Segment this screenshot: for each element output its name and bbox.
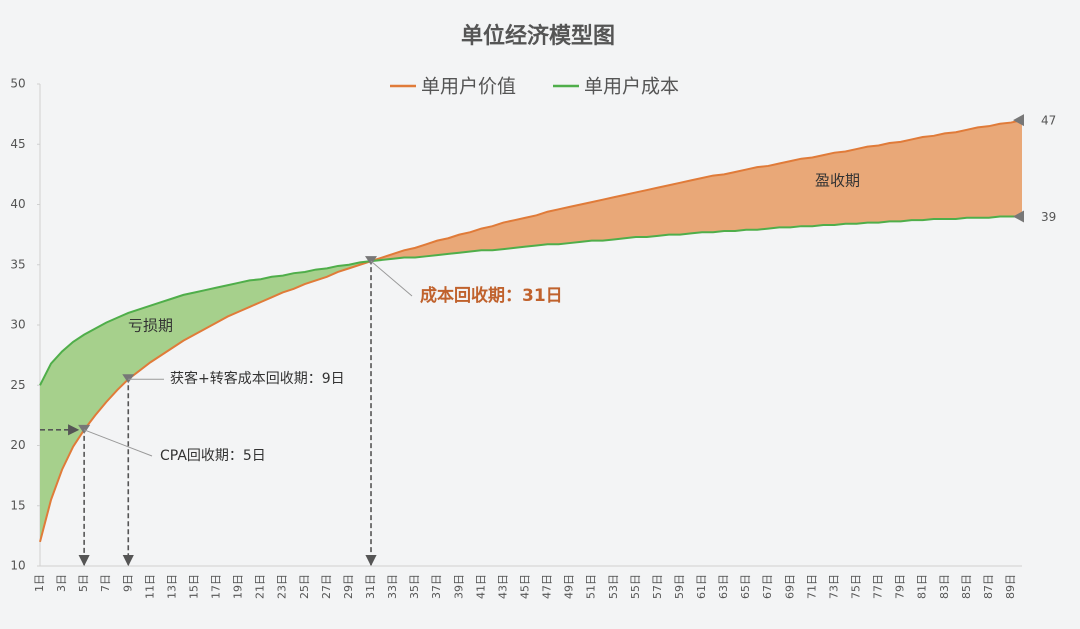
y-tick-label: 20 <box>10 438 25 452</box>
y-tick-label: 35 <box>10 257 25 271</box>
x-tick-label: 29日 <box>342 574 355 599</box>
series-line <box>39 119 1023 543</box>
annotation: 获客+转客成本回收期：9日 <box>170 370 345 387</box>
x-tick-label: 85日 <box>960 574 973 599</box>
x-tick-label: 81日 <box>916 574 929 599</box>
y-tick-label: 15 <box>10 498 25 512</box>
point-marker <box>78 424 91 434</box>
y-tick-label: 25 <box>10 378 25 392</box>
x-tick-label: 31日 <box>364 574 377 599</box>
x-tick-label: 57日 <box>651 574 664 599</box>
y-tick-label: 40 <box>10 197 25 211</box>
y-tick-label: 10 <box>10 559 25 573</box>
x-tick-label: 53日 <box>607 574 620 599</box>
x-tick-label: 43日 <box>496 574 509 599</box>
profit-area <box>371 120 1022 262</box>
x-tick-label: 59日 <box>673 574 686 599</box>
x-tick-label: 47日 <box>541 574 554 599</box>
x-tick-label: 39日 <box>452 574 465 599</box>
x-tick-label: 61日 <box>695 574 708 599</box>
x-tick-label: 89日 <box>1004 574 1017 599</box>
x-tick-label: 79日 <box>894 574 907 599</box>
x-tick-label: 1日 <box>33 574 46 592</box>
x-tick-label: 63日 <box>717 574 730 599</box>
x-tick-label: 41日 <box>474 574 487 599</box>
end-marker <box>1013 114 1024 127</box>
x-tick-label: 5日 <box>77 574 90 592</box>
x-tick-label: 75日 <box>849 574 862 599</box>
x-tick-label: 87日 <box>982 574 995 599</box>
x-tick-label: 35日 <box>408 574 421 599</box>
x-tick-label: 65日 <box>739 574 752 599</box>
x-tick-label: 7日 <box>99 574 112 592</box>
x-tick-label: 67日 <box>761 574 774 599</box>
x-tick-label: 3日 <box>55 574 68 592</box>
x-tick-label: 71日 <box>805 574 818 599</box>
annotation: 成本回收期：31日 <box>420 285 563 306</box>
callout-line <box>83 429 153 457</box>
end-marker <box>1013 210 1024 223</box>
x-tick-label: 55日 <box>629 574 642 599</box>
legend-label: 单用户价值 <box>421 76 516 98</box>
x-tick-label: 33日 <box>386 574 399 599</box>
x-tick-label: 17日 <box>210 574 223 599</box>
x-tick-label: 11日 <box>143 574 156 599</box>
x-tick-label: 21日 <box>254 574 267 599</box>
x-tick-label: 69日 <box>783 574 796 599</box>
x-tick-label: 73日 <box>827 574 840 599</box>
x-tick-label: 45日 <box>518 574 531 599</box>
x-tick-label: 23日 <box>276 574 289 599</box>
x-tick-label: 13日 <box>165 574 178 599</box>
x-tick-label: 49日 <box>563 574 576 599</box>
x-tick-label: 15日 <box>187 574 200 599</box>
annotation: CPA回收期：5日 <box>160 448 266 464</box>
annotation: 盈收期 <box>815 172 860 190</box>
legend-label: 单用户成本 <box>584 76 679 98</box>
chart-title: 单位经济模型图 <box>461 23 615 49</box>
y-tick-label: 45 <box>10 137 25 151</box>
x-tick-label: 27日 <box>320 574 333 599</box>
x-tick-label: 77日 <box>872 574 885 599</box>
y-tick-label: 50 <box>10 77 25 91</box>
y-tick-label: 30 <box>10 318 25 332</box>
loss-area <box>40 261 372 542</box>
data-label: 47 <box>1041 114 1056 128</box>
data-label: 39 <box>1041 210 1056 224</box>
series-line <box>39 215 1022 386</box>
x-tick-label: 37日 <box>430 574 443 599</box>
callout-line <box>370 260 413 297</box>
x-tick-label: 9日 <box>121 574 134 592</box>
annotation: 亏损期 <box>128 317 173 335</box>
x-tick-label: 51日 <box>585 574 598 599</box>
x-tick-label: 25日 <box>298 574 311 599</box>
x-tick-label: 19日 <box>232 574 245 599</box>
point-marker <box>365 256 378 266</box>
x-tick-label: 83日 <box>938 574 951 599</box>
